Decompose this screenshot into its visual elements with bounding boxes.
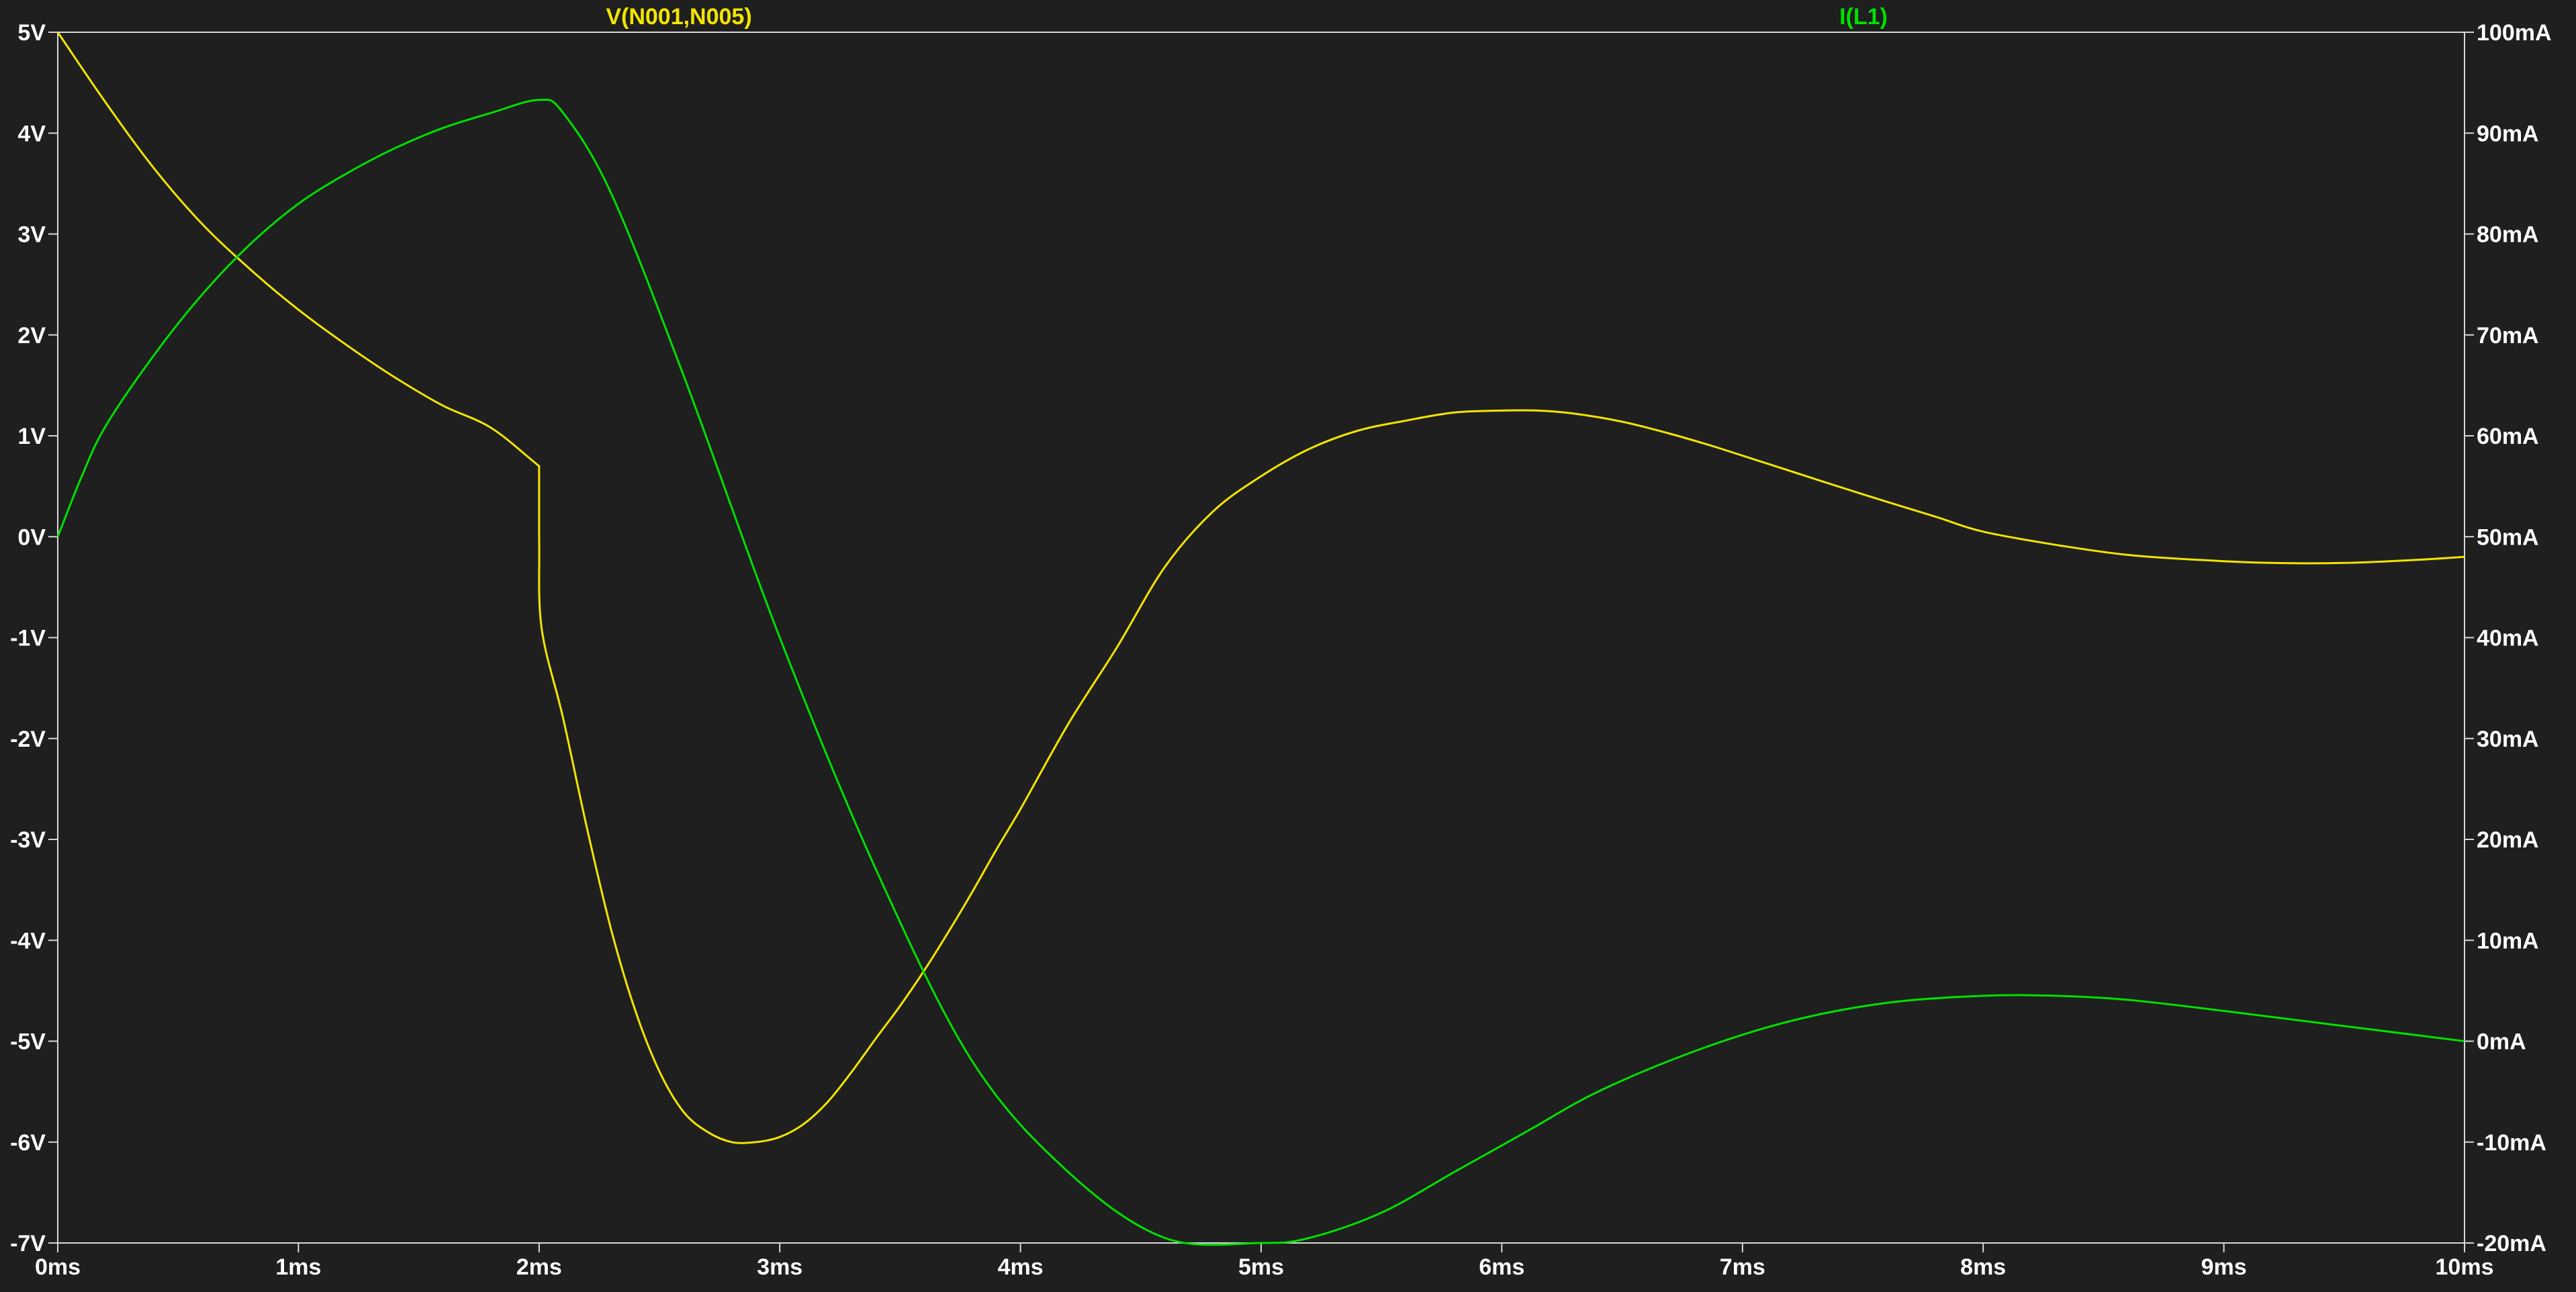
x-tick-label: 7ms (1720, 1254, 1765, 1280)
y-left-tick-label: -2V (10, 727, 46, 752)
y-left-tick-label: 0V (17, 524, 46, 550)
plot-axes: 0ms 1ms 2ms 3ms 4ms 5ms 6ms 7ms 8ms 9ms 10ms 5V 4V 3V… (10, 20, 2551, 1280)
x-tick-label: 2ms (516, 1254, 562, 1280)
y-right-tick-label: 30mA (2477, 727, 2539, 752)
y-right-tick-label: 70mA (2477, 323, 2539, 349)
x-tick-label: 4ms (998, 1254, 1044, 1280)
current-trace-label[interactable]: I(L1) (1839, 4, 1888, 30)
y-left-tick-label: 5V (17, 20, 46, 46)
y-right-tick-label: 100mA (2477, 20, 2552, 46)
y-right-tick-label: 90mA (2477, 121, 2539, 146)
trace-titles[interactable]: V(N001,N005) I(L1) (606, 4, 1888, 30)
current-trace (56, 98, 2465, 1246)
y-left-tick-label: -6V (10, 1130, 46, 1156)
y-left-tick-label: -7V (10, 1231, 46, 1256)
y-left-tick-label: 3V (17, 222, 46, 248)
voltage-trace-label[interactable]: V(N001,N005) (606, 4, 751, 30)
y-left-tick-label: -4V (10, 928, 46, 954)
x-tick-label: 5ms (1238, 1254, 1284, 1280)
y-left-tick-label: -3V (10, 827, 46, 853)
y-left-tick-label: 1V (17, 424, 46, 449)
y-right-tick-label: -10mA (2477, 1130, 2546, 1156)
series-layer (56, 32, 2465, 1246)
y-right-tick-label: 60mA (2477, 424, 2539, 449)
x-tick-label: 1ms (275, 1254, 321, 1280)
x-tick-label: 0ms (35, 1254, 81, 1280)
y-right-tick-label: 10mA (2477, 928, 2539, 954)
voltage-trace (56, 32, 2465, 1144)
y-left-tick-label: 2V (17, 323, 46, 349)
x-tick-label: 6ms (1479, 1254, 1524, 1280)
y-left-tick-label: -5V (10, 1029, 46, 1055)
y-right-tick-label: 80mA (2477, 222, 2539, 248)
x-tick-label: 3ms (757, 1254, 802, 1280)
x-tick-label: 9ms (2201, 1254, 2247, 1280)
y-right-tick-label: -20mA (2477, 1231, 2546, 1256)
y-right-tick-label: 40mA (2477, 626, 2539, 651)
y-left-tick-label: 4V (17, 121, 46, 146)
y-right-tick-label: 0mA (2477, 1029, 2526, 1055)
x-tick-label: 10ms (2436, 1254, 2494, 1280)
y-right-tick-label: 50mA (2477, 524, 2539, 550)
y-right-tick-label: 20mA (2477, 827, 2539, 853)
y-left-tick-label: -1V (10, 626, 46, 651)
x-tick-label: 8ms (1960, 1254, 2006, 1280)
